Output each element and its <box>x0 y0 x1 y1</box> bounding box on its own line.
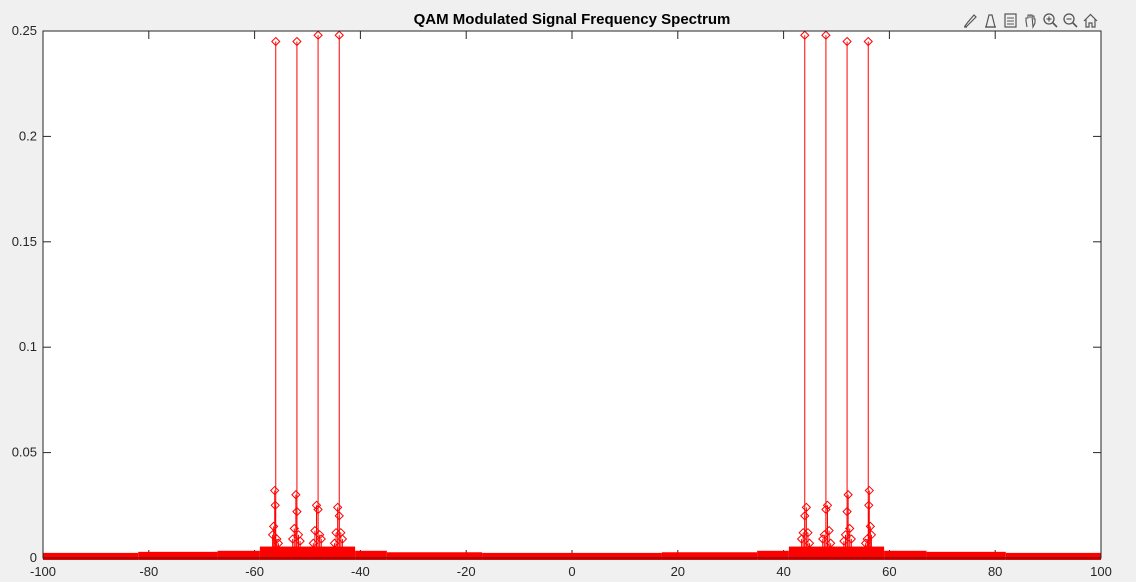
stem-marker <box>334 30 344 40</box>
stem-marker <box>287 534 298 544</box>
noise-floor-band <box>661 552 758 560</box>
x-tick-label: -100 <box>30 564 56 579</box>
data-tips-icon <box>985 13 996 28</box>
stem-series <box>267 30 877 558</box>
stem-marker <box>796 534 807 544</box>
y-tick-label: 0.1 <box>19 339 37 354</box>
y-tick-label: 0.25 <box>12 23 37 38</box>
home-icon <box>1083 13 1098 28</box>
x-tick-label: 40 <box>776 564 790 579</box>
stem-marker <box>270 500 280 511</box>
noise-floor-band <box>757 550 789 560</box>
x-tick-label: -60 <box>245 564 264 579</box>
stem-marker <box>271 36 281 47</box>
x-tick-label: -40 <box>351 564 370 579</box>
x-tick-label: 100 <box>1090 564 1112 579</box>
stem-marker <box>839 536 849 546</box>
noise-floor-band <box>482 552 662 560</box>
stem-marker <box>292 36 302 47</box>
x-tick-label: 60 <box>882 564 896 579</box>
data-tips-button[interactable] <box>981 11 1000 30</box>
stem-marker <box>268 521 279 532</box>
x-tick-label: 0 <box>568 564 575 579</box>
stem-marker <box>819 530 830 540</box>
noise-floor-band <box>1005 552 1101 560</box>
noise-floor-band <box>259 546 356 560</box>
stem-marker <box>295 536 305 546</box>
stem-marker <box>804 538 815 548</box>
stem-marker <box>824 525 834 536</box>
stem-marker <box>842 36 852 47</box>
stem-marker <box>272 534 282 544</box>
stem-marker <box>332 502 343 513</box>
pan-button[interactable] <box>1021 11 1040 30</box>
y-tick-label: 0 <box>30 550 37 565</box>
noise-floor-band <box>386 552 483 560</box>
noise-floor-band <box>43 552 139 560</box>
stem-marker <box>269 485 280 496</box>
x-tick-label: -20 <box>457 564 476 579</box>
brush-button[interactable] <box>961 11 980 30</box>
zoom-in-icon <box>1043 12 1058 28</box>
axes-toolbar <box>961 9 1100 31</box>
y-tick-label: 0.15 <box>12 234 37 249</box>
x-tick-labels: -100 -80 -60 -40 -20 0 20 40 60 80 100 <box>30 564 1112 579</box>
axes-frame <box>42 30 1102 559</box>
stem-marker <box>337 534 348 544</box>
zoom-out-icon <box>1063 12 1078 28</box>
noise-floor-band <box>788 546 885 560</box>
stem-marker <box>308 538 319 548</box>
axes-area <box>43 31 1101 558</box>
stem-marker <box>864 485 875 496</box>
stem-marker <box>864 500 874 511</box>
stem-marker <box>846 534 857 544</box>
zoom-out-button[interactable] <box>1061 11 1080 30</box>
stem-marker <box>313 30 323 40</box>
stem-marker <box>818 534 828 544</box>
stem-marker <box>843 490 853 500</box>
stem-marker <box>310 525 320 536</box>
noise-floor-band <box>138 551 218 560</box>
stem-marker <box>801 502 812 513</box>
x-tick-label: 20 <box>671 564 685 579</box>
stem-marker <box>291 490 301 500</box>
y-tick-label: 0.05 <box>12 445 37 460</box>
stem-marker <box>865 521 876 532</box>
noise-floor-band <box>926 551 1006 560</box>
home-button[interactable] <box>1081 11 1100 30</box>
stem-marker <box>316 534 326 544</box>
stem-marker <box>821 30 831 40</box>
stem-marker <box>862 534 872 544</box>
stem-marker <box>311 500 322 511</box>
stem-marker <box>825 538 836 548</box>
noise-floor-band <box>884 550 927 560</box>
brush-icon <box>964 13 977 28</box>
zoom-in-button[interactable] <box>1041 11 1060 30</box>
noise-floor-band <box>355 550 387 560</box>
pan-icon <box>1025 13 1036 29</box>
x-tick-label: 80 <box>988 564 1002 579</box>
legend-icon <box>1004 12 1017 28</box>
stem-marker <box>863 36 873 47</box>
y-tick-label: 0.2 <box>19 128 37 143</box>
stem-marker <box>800 30 810 40</box>
y-tick-labels: 0 0.05 0.1 0.15 0.2 0.25 <box>12 23 37 565</box>
stem-marker <box>822 500 833 511</box>
x-tick-label: -80 <box>139 564 158 579</box>
chart-title: QAM Modulated Signal Frequency Spectrum <box>414 11 731 28</box>
stem-marker <box>329 538 340 548</box>
noise-floor <box>43 546 1101 560</box>
legend-button[interactable] <box>1001 11 1020 30</box>
stem-marker <box>314 530 325 540</box>
noise-floor-band <box>217 550 260 560</box>
